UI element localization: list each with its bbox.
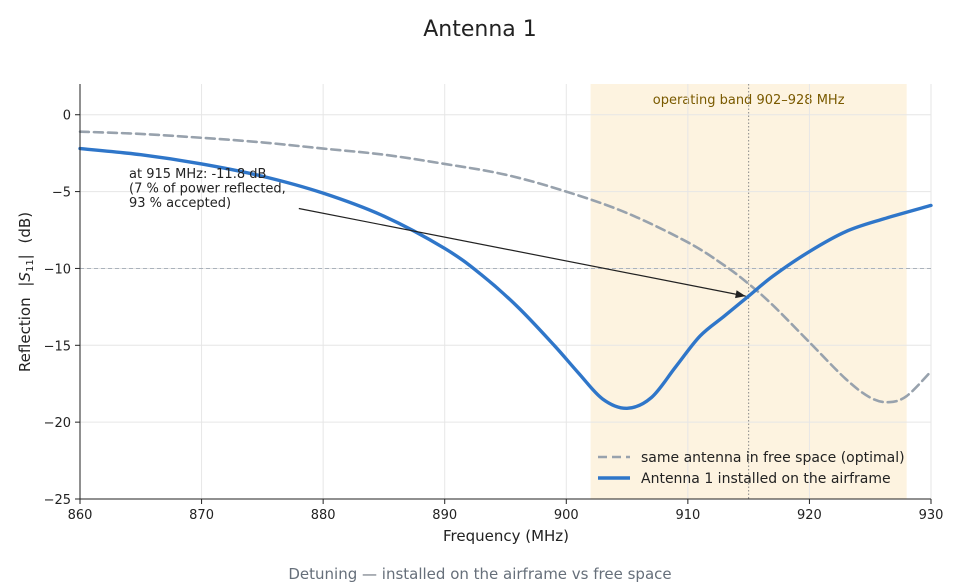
series-line-0 [78, 130, 933, 404]
annotation-text: at 915 MHz: -11.8 dB (7 % of power reflec… [129, 167, 286, 211]
y-axis-label-prefix: Reflection [16, 297, 34, 372]
y-axis-label-unit: (dB) [16, 212, 34, 244]
y-tick-label-4: −20 [44, 416, 71, 431]
x-tick-label-0: 860 [68, 508, 93, 523]
annotation-layer: at 915 MHz: -11.8 dB (7 % of power reflec… [129, 167, 746, 299]
y-axis-label-subscript: 11 [25, 259, 36, 272]
x-axis-label: Frequency (MHz) [443, 527, 569, 545]
annotation-line-1: (7 % of power reflected, [129, 182, 286, 197]
y-tick-label-3: −15 [44, 339, 71, 354]
chart-title: Antenna 1 [423, 17, 537, 42]
y-tick-label-1: −5 [52, 186, 71, 201]
x-tick-label-6: 920 [797, 508, 822, 523]
operating-band-label: operating band 902–928 MHz [653, 93, 845, 108]
x-tick-label-7: 930 [919, 508, 944, 523]
series-line-1 [78, 146, 933, 411]
x-tick-label-2: 880 [311, 508, 336, 523]
y-tick-label-0: 0 [63, 109, 71, 124]
x-tick-label-1: 870 [189, 508, 214, 523]
legend-label-0: same antenna in free space (optimal) [641, 450, 905, 466]
y-axis-label: Reflection |S11| (dB) [16, 212, 36, 372]
x-tick-label-5: 910 [675, 508, 700, 523]
x-tick-label-4: 900 [554, 508, 579, 523]
legend-label-1: Antenna 1 installed on the airframe [641, 471, 891, 487]
legend: same antenna in free space (optimal) Ante… [598, 450, 905, 487]
annotation-arrow-line [298, 207, 746, 297]
annotation-line-2: 93 % accepted) [129, 196, 231, 211]
reference-layer [80, 84, 931, 499]
y-tick-label-5: −25 [44, 493, 71, 508]
annotation-line-0: at 915 MHz: -11.8 dB [129, 167, 266, 182]
y-axis-label-symbol: S [16, 272, 34, 282]
annotation-arrow-head [735, 290, 746, 299]
chart-subtitle: Detuning — installed on the airframe vs … [288, 565, 671, 583]
axis-layer: 860 870 880 890 900 910 920 930 0 −5 −10 −15 −20 −25 [44, 84, 944, 523]
y-tick-label-2: −10 [44, 262, 71, 277]
x-tick-label-3: 890 [432, 508, 457, 523]
series-layer [78, 130, 933, 411]
